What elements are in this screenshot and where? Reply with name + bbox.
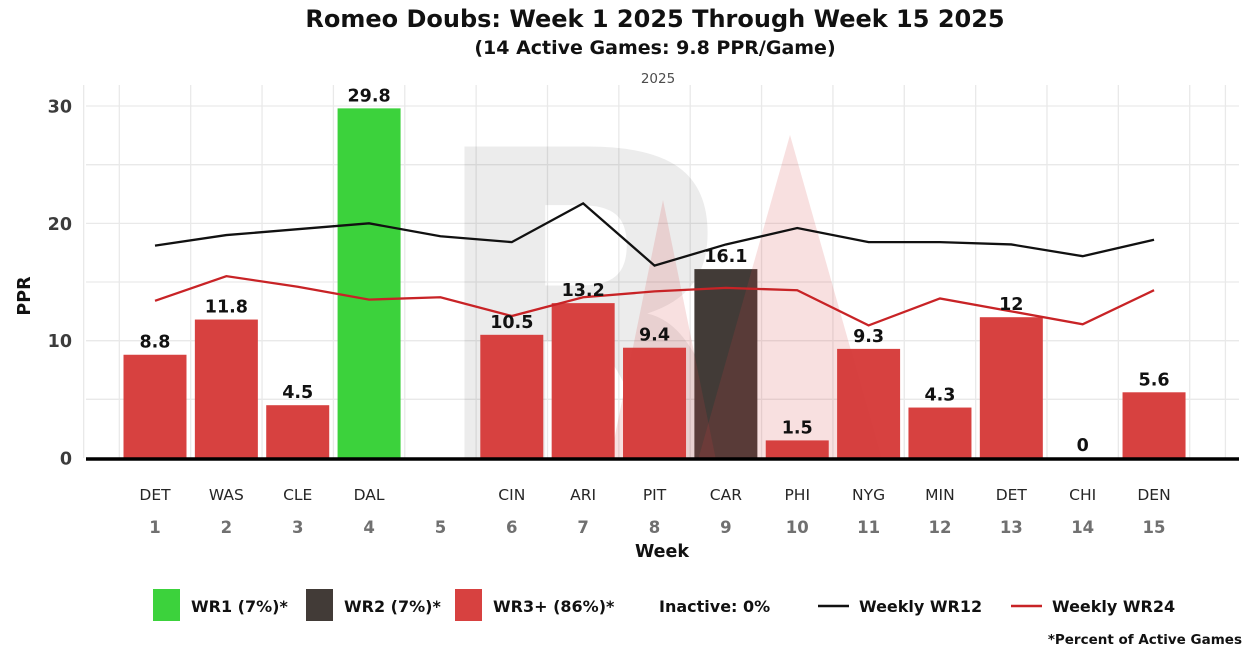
bar-value-label: 4.5 — [282, 383, 313, 403]
bar-week-7 — [551, 303, 615, 458]
footnote: *Percent of Active Games — [1048, 632, 1242, 648]
x-tick-week: 10 — [786, 518, 809, 537]
bar-value-label: 10.5 — [490, 313, 533, 333]
x-tick-week-numbers: 1 2 3 4 5 6 7 8 9 10 11 12 13 14 15 — [149, 518, 1165, 537]
x-tick-week: 6 — [506, 518, 517, 537]
legend-swatch-wr1 — [153, 589, 180, 621]
bar-value-label: 0 — [1077, 436, 1089, 456]
x-tick-team: NYG — [852, 486, 885, 504]
bar-value-label: 12 — [999, 295, 1023, 315]
bars-group — [123, 108, 1186, 458]
y-tick-labels: 0 10 20 30 — [48, 98, 72, 470]
x-tick-team: CAR — [710, 486, 742, 504]
y-tick-label: 20 — [48, 215, 72, 235]
x-tick-week: 12 — [928, 518, 951, 537]
series-line-weekly-wr12 — [154, 202, 1155, 267]
y-tick-label: 0 — [60, 450, 72, 470]
legend-swatch-wr2 — [306, 589, 333, 621]
watermark-w-left-peak — [610, 200, 716, 460]
bar-week-3 — [266, 405, 330, 458]
legend-label-wr24: Weekly WR24 — [1052, 597, 1175, 616]
x-tick-week: 9 — [720, 518, 731, 537]
bar-week-13 — [979, 317, 1043, 458]
y-axis-title: PPR — [15, 276, 35, 316]
x-tick-week: 2 — [221, 518, 232, 537]
x-tick-team: WAS — [209, 486, 244, 504]
x-tick-week: 13 — [1000, 518, 1023, 537]
x-tick-team: DAL — [354, 486, 385, 504]
bar-value-label: 9.4 — [639, 326, 670, 346]
bar-value-label: 8.8 — [139, 333, 170, 353]
x-tick-week: 8 — [649, 518, 660, 537]
legend-label-wr2: WR2 (7%)* — [344, 597, 441, 616]
legend-label-inactive: Inactive: 0% — [659, 597, 770, 616]
x-tick-team: CIN — [498, 486, 525, 504]
x-tick-team: PIT — [643, 486, 667, 504]
x-tick-week: 15 — [1143, 518, 1166, 537]
x-tick-week: 14 — [1071, 518, 1094, 537]
bar-value-label: 4.3 — [924, 386, 955, 406]
y-tick-label: 10 — [48, 332, 72, 352]
series-line-weekly-wr24 — [154, 274, 1155, 327]
x-tick-week: 1 — [149, 518, 160, 537]
bar-value-label: 1.5 — [782, 418, 813, 438]
x-tick-team: CLE — [283, 486, 312, 504]
x-tick-week: 4 — [363, 518, 374, 537]
x-tick-team: ARI — [570, 486, 596, 504]
x-tick-team: DET — [996, 486, 1028, 504]
watermark-w-right-peak — [698, 135, 882, 460]
bar-value-label: 29.8 — [347, 86, 390, 106]
x-tick-week: 7 — [577, 518, 588, 537]
bar-value-label: 16.1 — [704, 247, 747, 267]
bar-week-10 — [765, 440, 829, 458]
x-tick-week: 11 — [857, 518, 880, 537]
watermark-w-shape — [610, 135, 882, 460]
bar-week-4 — [337, 108, 401, 458]
legend: WR1 (7%)* WR2 (7%)* WR3+ (86%)* Inactive… — [153, 589, 1175, 621]
x-tick-team: DET — [139, 486, 171, 504]
bar-value-label: 13.2 — [562, 281, 605, 301]
facet-label: 2025 — [641, 71, 675, 87]
bar-value-label: 5.6 — [1139, 370, 1170, 390]
x-tick-team: MIN — [925, 486, 955, 504]
bar-week-1 — [123, 354, 187, 458]
x-tick-team: CHI — [1069, 486, 1096, 504]
x-tick-week: 3 — [292, 518, 303, 537]
bar-week-15 — [1122, 392, 1186, 458]
x-axis-title: Week — [635, 542, 689, 562]
bar-week-9 — [694, 269, 758, 458]
legend-swatch-wr3 — [455, 589, 482, 621]
bar-week-6 — [480, 334, 544, 458]
x-tick-team: DEN — [1137, 486, 1170, 504]
x-tick-team: PHI — [784, 486, 810, 504]
bar-week-2 — [194, 319, 258, 458]
chart-title: Romeo Doubs: Week 1 2025 Through Week 15… — [305, 5, 1004, 33]
bar-week-11 — [837, 348, 901, 458]
bar-week-12 — [908, 407, 972, 458]
legend-label-wr1: WR1 (7%)* — [191, 597, 288, 616]
x-tick-week: 5 — [435, 518, 446, 537]
chart-subtitle: (14 Active Games: 9.8 PPR/Game) — [474, 37, 835, 59]
bar-value-label: 11.8 — [205, 298, 248, 318]
x-tick-team-labels: DET WAS CLE DAL CIN ARI PIT CAR PHI NYG MIN DET CHI D… — [139, 486, 1170, 504]
bar-week-8 — [623, 347, 687, 458]
legend-label-wr3: WR3+ (86%)* — [493, 597, 615, 616]
gridlines — [82, 85, 1239, 458]
y-tick-label: 30 — [48, 98, 72, 118]
bar-value-labels: 8.8 11.8 4.5 29.8 10.5 13.2 9.4 16.1 1.5 9.3 4.3 12… — [139, 86, 1169, 456]
plot-area: R8.811.84.529.810.513.29.416.11.59.34.31… — [48, 62, 1239, 562]
legend-label-wr12: Weekly WR12 — [859, 597, 982, 616]
bar-value-label: 9.3 — [853, 327, 884, 347]
